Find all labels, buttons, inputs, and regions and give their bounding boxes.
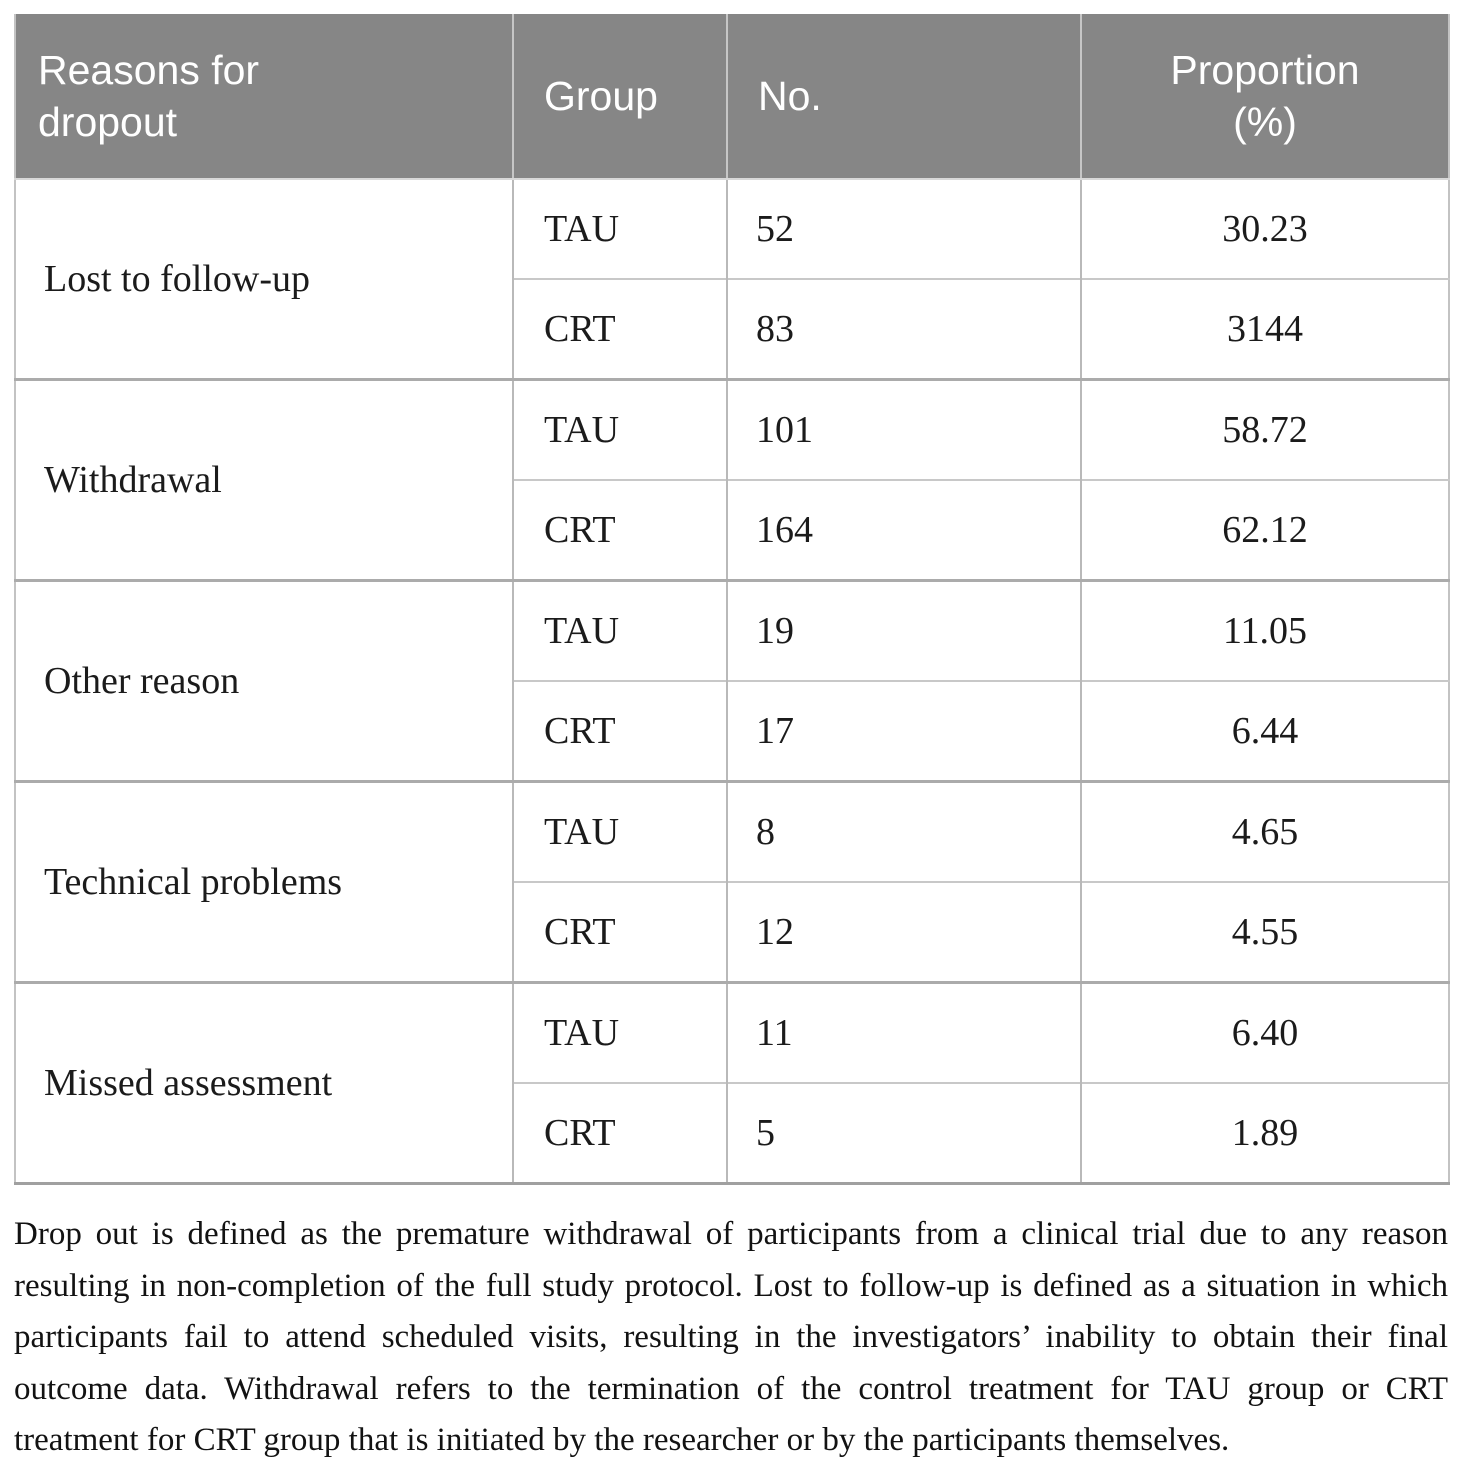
group-cell: TAU (512, 378, 727, 480)
proportion-cell: 58.72 (1080, 378, 1449, 480)
header-proportion: Proportion (%) (1080, 14, 1449, 180)
header-reasons-for-dropout: Reasons for dropout (15, 14, 513, 180)
no-cell: 164 (726, 479, 1081, 581)
table-row: CRT 5 1.89 (15, 1082, 1449, 1184)
table-row: Technical problems TAU 8 4.65 (15, 780, 1449, 983)
proportion-cell: 3144 (1080, 278, 1449, 380)
table-row: Lost to follow-up TAU 52 30.23 (15, 179, 1449, 380)
group-cell: TAU (512, 981, 727, 1083)
proportion-cell: 6.44 (1080, 680, 1449, 782)
table-row: CRT 12 4.55 (15, 881, 1449, 983)
group-cell: CRT (512, 881, 727, 983)
proportion-cell: 30.23 (1080, 179, 1449, 279)
group-cell: CRT (512, 680, 727, 782)
group-cell: TAU (512, 780, 727, 882)
no-cell: 11 (726, 981, 1081, 1083)
proportion-cell: 6.40 (1080, 981, 1449, 1083)
proportion-cell: 62.12 (1080, 479, 1449, 581)
reason-cell: Withdrawal (15, 378, 513, 581)
no-cell: 52 (726, 179, 1081, 279)
no-cell: 19 (726, 579, 1081, 681)
no-cell: 17 (726, 680, 1081, 782)
table-row: CRT 17 6.44 (15, 680, 1449, 782)
header-group: Group (512, 14, 727, 180)
table-row: Other reason TAU 19 11.05 (15, 579, 1449, 782)
reason-cell: Other reason (15, 579, 513, 782)
dropout-table: Reasons for dropout Group No. Proportion… (14, 14, 1450, 1185)
header-no: No. (726, 14, 1081, 180)
proportion-cell: 1.89 (1080, 1082, 1449, 1184)
dropout-table-figure: Reasons for dropout Group No. Proportion… (14, 14, 1450, 1467)
no-cell: 5 (726, 1082, 1081, 1184)
reason-cell: Technical problems (15, 780, 513, 983)
header-row: Reasons for dropout Group No. Proportion… (15, 14, 1449, 180)
no-cell: 8 (726, 780, 1081, 882)
no-cell: 12 (726, 881, 1081, 983)
proportion-cell: 4.65 (1080, 780, 1449, 882)
group-cell: CRT (512, 1082, 727, 1184)
proportion-cell: 11.05 (1080, 579, 1449, 681)
reason-cell: Missed assessment (15, 981, 513, 1184)
no-cell: 83 (726, 278, 1081, 380)
table-row: Withdrawal TAU 101 58.72 (15, 378, 1449, 581)
group-cell: TAU (512, 179, 727, 279)
table-footnote: Drop out is defined as the premature wit… (14, 1216, 1448, 1458)
no-cell: 101 (726, 378, 1081, 480)
proportion-cell: 4.55 (1080, 881, 1449, 983)
reason-cell: Lost to follow-up (15, 179, 513, 380)
group-cell: CRT (512, 278, 727, 380)
table-row: CRT 83 3144 (15, 278, 1449, 380)
table-row: CRT 164 62.12 (15, 479, 1449, 581)
table-row: Missed assessment TAU 11 6.40 (15, 981, 1449, 1184)
group-cell: CRT (512, 479, 727, 581)
group-cell: TAU (512, 579, 727, 681)
